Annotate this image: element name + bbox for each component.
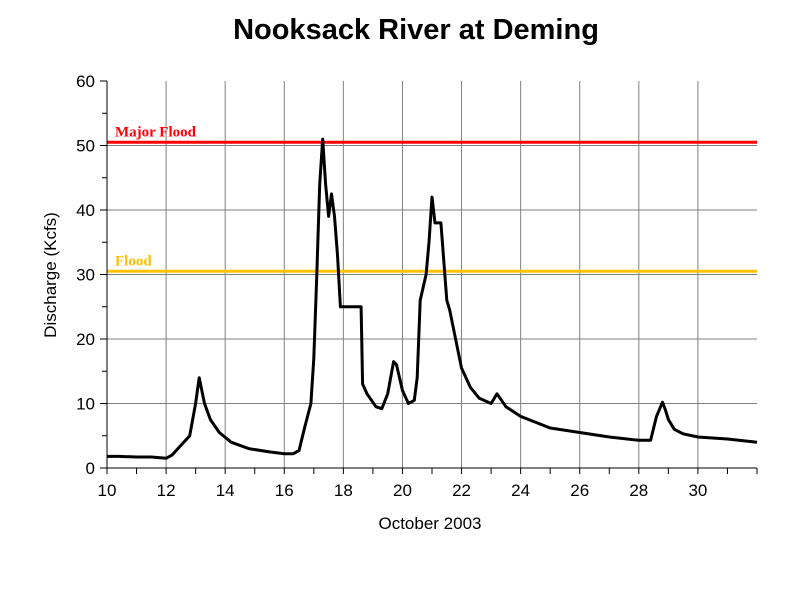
x-tick-label: 20: [393, 481, 412, 500]
y-axis-label: Discharge (Kcfs): [41, 212, 60, 338]
x-tick-label: 12: [157, 481, 176, 500]
y-tick-label: 60: [76, 72, 95, 91]
series-layer: [107, 137, 758, 460]
reference-line-label: Major Flood: [115, 124, 197, 140]
x-axis-label: October 2003: [378, 514, 481, 533]
discharge-line: [107, 137, 758, 460]
x-tick-label: 22: [452, 481, 471, 500]
x-tick-label: 30: [688, 481, 707, 500]
y-tick-label: 50: [76, 137, 95, 156]
y-tick-label: 40: [76, 201, 95, 220]
reference-line-label: Flood: [115, 253, 152, 269]
x-tick-label: 28: [629, 481, 648, 500]
x-tick-label: 24: [511, 481, 530, 500]
y-tick-label: 30: [76, 266, 95, 285]
y-tick-label: 0: [86, 459, 95, 478]
axes: [100, 80, 758, 474]
chart-title: Nooksack River at Deming: [233, 14, 599, 46]
y-tick-label: 20: [76, 330, 95, 349]
y-tick-label: 10: [76, 395, 95, 414]
x-tick-label: 18: [334, 481, 353, 500]
x-tick-label: 10: [98, 481, 117, 500]
reference-lines: Major Flood Flood: [107, 124, 757, 273]
x-tick-label: 16: [275, 481, 294, 500]
x-tick-label: 14: [216, 481, 235, 500]
x-tick-label: 26: [570, 481, 589, 500]
